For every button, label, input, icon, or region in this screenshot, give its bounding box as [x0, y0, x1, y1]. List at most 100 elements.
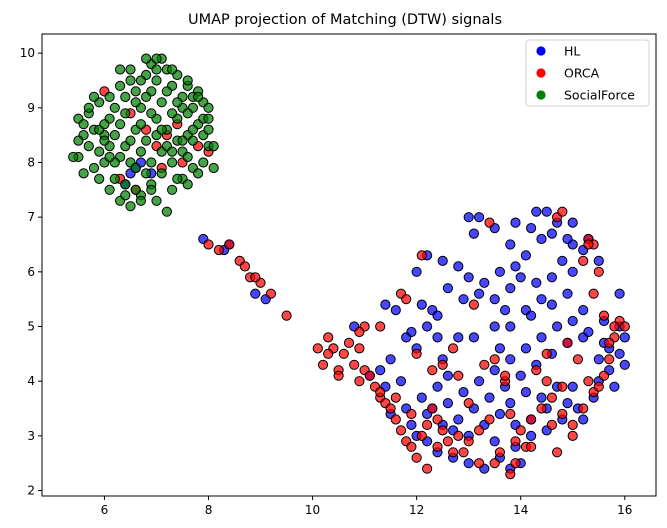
point-orca	[541, 376, 552, 387]
point-orca	[265, 288, 276, 299]
point-orca	[427, 403, 438, 414]
point-orca	[432, 414, 443, 425]
point-socialforce	[146, 184, 157, 195]
point-socialforce	[83, 141, 94, 152]
point-hl	[437, 255, 448, 266]
point-orca	[494, 447, 505, 458]
point-hl	[380, 299, 391, 310]
point-hl	[562, 233, 573, 245]
point-hl	[494, 408, 505, 420]
point-socialforce	[125, 201, 136, 212]
point-socialforce	[120, 179, 131, 190]
point-orca	[619, 321, 630, 332]
point-orca	[541, 348, 552, 359]
point-orca	[411, 348, 422, 359]
point-socialforce	[120, 91, 131, 103]
point-hl	[463, 272, 474, 283]
point-orca	[437, 425, 448, 436]
point-hl	[536, 332, 547, 343]
point-orca	[448, 447, 459, 458]
point-hl	[474, 376, 485, 387]
legend-box	[525, 39, 650, 107]
point-socialforce	[146, 157, 157, 168]
point-orca	[578, 403, 589, 414]
point-socialforce	[203, 102, 214, 113]
point-orca	[536, 403, 547, 414]
point-hl	[442, 398, 453, 409]
point-socialforce	[130, 162, 141, 174]
y-tick-label: 4	[27, 374, 35, 388]
point-hl	[546, 228, 558, 239]
point-hl	[463, 212, 474, 223]
point-hl	[515, 272, 526, 283]
point-hl	[505, 354, 516, 365]
point-orca	[354, 343, 365, 354]
point-hl	[562, 398, 573, 409]
point-orca	[390, 414, 401, 425]
point-hl	[489, 321, 500, 332]
point-hl	[474, 212, 485, 223]
point-hl	[442, 283, 453, 294]
point-orca	[500, 370, 511, 381]
point-orca	[203, 239, 214, 250]
point-socialforce	[115, 80, 126, 92]
point-orca	[598, 370, 610, 381]
point-socialforce	[172, 173, 183, 184]
y-axis: 2 3 4 5 6 7 8 9 10	[20, 46, 42, 498]
point-orca	[588, 288, 599, 299]
point-hl	[614, 288, 625, 299]
point-hl	[546, 299, 558, 310]
point-socialforce	[193, 168, 204, 179]
point-socialforce	[151, 75, 162, 86]
point-hl	[619, 332, 630, 343]
point-socialforce	[182, 108, 193, 119]
point-socialforce	[88, 162, 100, 174]
point-orca	[489, 354, 500, 365]
x-tick-label: 10	[305, 503, 320, 517]
point-socialforce	[208, 141, 219, 152]
point-hl	[567, 315, 578, 327]
point-socialforce	[182, 179, 193, 190]
point-hl	[505, 398, 516, 409]
point-orca	[395, 425, 407, 436]
point-hl	[531, 206, 542, 217]
y-tick-label: 3	[27, 429, 35, 443]
point-hl	[432, 310, 443, 321]
point-hl	[468, 228, 479, 239]
legend-label-socialforce: SocialForce	[564, 88, 635, 103]
point-socialforce	[198, 157, 209, 168]
point-socialforce	[182, 75, 193, 86]
point-socialforce	[130, 97, 141, 108]
point-orca	[333, 370, 344, 381]
point-orca	[312, 343, 323, 354]
point-hl	[432, 381, 443, 392]
point-hl	[484, 392, 495, 403]
point-hl	[609, 381, 620, 392]
point-socialforce	[203, 113, 214, 124]
point-orca	[406, 408, 417, 420]
data-points	[68, 53, 630, 480]
point-orca	[578, 255, 589, 266]
point-socialforce	[172, 97, 183, 108]
point-hl	[520, 387, 532, 398]
point-orca	[343, 337, 355, 348]
point-socialforce	[109, 102, 120, 113]
point-hl	[536, 233, 547, 245]
point-hl	[526, 430, 537, 441]
point-hl	[479, 277, 490, 288]
point-socialforce	[83, 102, 94, 113]
point-orca	[416, 430, 427, 441]
point-socialforce	[115, 64, 126, 75]
point-orca	[338, 348, 349, 359]
point-socialforce	[78, 168, 89, 179]
y-tick-label: 7	[27, 210, 35, 224]
point-orca	[609, 321, 620, 332]
point-socialforce	[135, 195, 146, 206]
point-orca	[239, 261, 250, 272]
point-socialforce	[73, 135, 84, 146]
point-hl	[593, 255, 604, 266]
point-socialforce	[68, 151, 79, 163]
point-orca	[505, 408, 516, 420]
point-orca	[598, 310, 610, 321]
point-hl	[520, 343, 532, 354]
